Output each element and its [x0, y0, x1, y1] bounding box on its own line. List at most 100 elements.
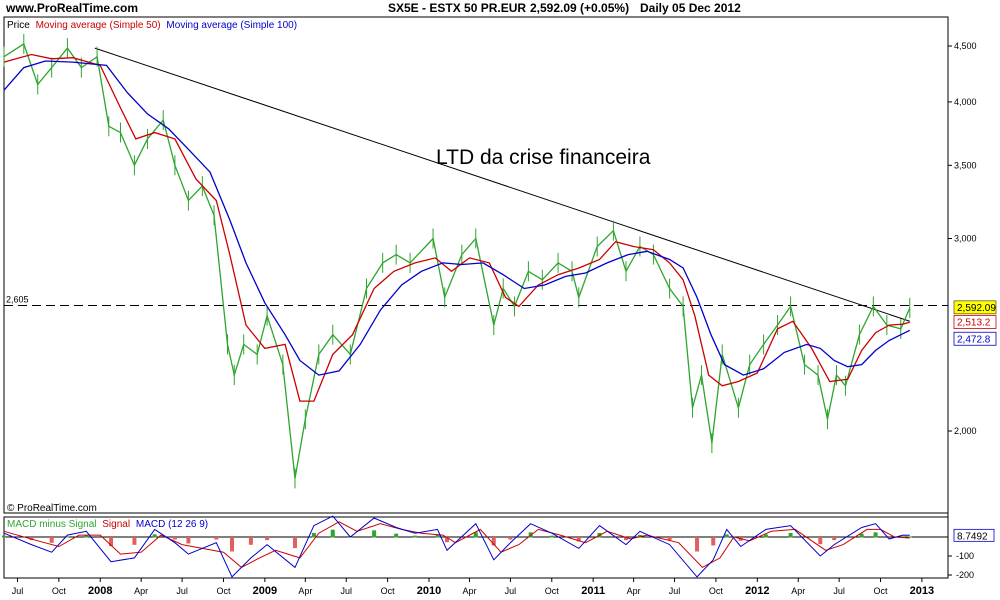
macd-hist-bar — [372, 530, 377, 538]
x-tick-label: 2008 — [88, 585, 112, 597]
x-tick-label: Apr — [791, 586, 805, 596]
macd-y-tick-label: -100 — [956, 551, 974, 561]
macd-y-tick-label: -200 — [956, 570, 974, 580]
price-panel-frame — [3, 16, 949, 514]
macd-hist-bar — [873, 532, 878, 538]
x-tick-label: Oct — [545, 586, 560, 596]
value-label: 2,592.09 — [957, 303, 996, 314]
macd-hist-bar — [887, 537, 892, 539]
macd-hist-bar — [788, 533, 793, 538]
x-tick-label: Oct — [216, 586, 231, 596]
macd-hist-bar — [109, 537, 114, 547]
y-tick-label: 3,000 — [954, 234, 977, 244]
macd-hist-bar — [832, 537, 837, 541]
macd-hist-bar — [473, 532, 478, 538]
x-tick-label: Apr — [627, 586, 641, 596]
macd-hist-bar — [84, 535, 89, 538]
macd-hist-bar — [330, 529, 335, 538]
macd-hist-bar — [214, 537, 219, 540]
ma-value-box — [953, 315, 997, 329]
macd-hist-bar — [818, 537, 823, 545]
macd-hist-bar — [859, 533, 864, 538]
macd-hist-bar — [435, 534, 440, 538]
macd-hist-bar — [49, 537, 54, 543]
macd-hist-bar — [907, 536, 912, 538]
macd-hist-bar — [2, 535, 6, 538]
macd-hist-bar — [695, 537, 700, 552]
macd-hist-bar — [508, 537, 513, 540]
macd-hist-bar — [394, 533, 399, 538]
macd-hist-bar — [65, 536, 70, 538]
price-legend: Price Moving average (Simple 50) Moving … — [7, 20, 297, 31]
macd-value-label: 8.7492 — [957, 531, 988, 542]
y-tick-label: 4,000 — [954, 97, 977, 107]
plot-layer: 4,500 4,000 3,500 3,000 2,000 Jul Oct 2008 Apr Ju… — [2, 33, 997, 597]
legend-macd: MACD (12 26 9) — [136, 519, 208, 530]
x-tick-label: Oct — [381, 586, 396, 596]
y-tick-label: 4,500 — [954, 41, 977, 51]
macd-hist-bar — [132, 537, 137, 545]
macd-hist-bar — [265, 537, 270, 541]
x-tick-label: Oct — [709, 586, 724, 596]
ma100-series — [3, 60, 911, 376]
site-label: www.ProRealTime.com — [5, 1, 138, 15]
watermark: © ProRealTime.com — [7, 503, 97, 514]
x-tick-label: Oct — [874, 586, 889, 596]
x-tick-label: Apr — [462, 586, 476, 596]
macd-hist-bar — [172, 537, 177, 540]
legend-ma50: Moving average (Simple 50) — [36, 20, 161, 31]
macd-legend: MACD minus Signal Signal MACD (12 26 9) — [7, 519, 208, 530]
value-label: 2,472.8 — [957, 334, 991, 345]
ma-value-box — [953, 331, 997, 346]
macd-hist-bar — [491, 537, 496, 546]
x-tick-label: 2012 — [745, 585, 769, 597]
legend-macd-hist: MACD minus Signal — [7, 519, 96, 530]
macd-hist-bar — [724, 534, 729, 538]
period-date-text: Daily 05 Dec 2012 — [640, 1, 741, 15]
macd-hist-bar — [413, 535, 418, 538]
y-tick-label: 3,500 — [954, 160, 977, 170]
x-tick-label: Jul — [669, 586, 681, 596]
macd-hist-bar — [311, 533, 316, 538]
x-tick-label: Jul — [12, 586, 24, 596]
macd-hist-bar — [292, 537, 297, 549]
last-change-text: 2,592.09 (+0.05%) — [530, 1, 629, 15]
hline-label: 2,605 — [6, 295, 29, 305]
x-tick-label: 2009 — [253, 585, 277, 597]
price-value-box — [953, 300, 997, 315]
x-tick-label: Jul — [340, 586, 352, 596]
macd-hist-bar — [444, 537, 449, 543]
macd-panel-frame — [3, 516, 949, 579]
macd-hist-bar — [230, 537, 235, 552]
legend-signal: Signal — [102, 519, 130, 530]
macd-hist-bar — [186, 537, 191, 544]
ma50-series — [3, 53, 910, 402]
value-label: 2,513.2 — [957, 318, 991, 329]
macd-hist-bar — [667, 537, 672, 541]
macd-hist-bar — [248, 537, 253, 545]
macd-value-box — [953, 528, 995, 542]
x-tick-label: Oct — [52, 586, 67, 596]
macd-hist-bar — [549, 535, 554, 538]
x-tick-label: Jul — [176, 586, 188, 596]
instrument-title: SX5E - ESTX 50 PR.EUR — [388, 1, 526, 15]
legend-price: Price — [7, 20, 30, 31]
macd-hist-bar — [576, 537, 581, 542]
macd-hist-bar — [763, 534, 768, 538]
x-tick-label: 2011 — [581, 585, 605, 597]
macd-hist-bar — [901, 536, 906, 538]
macd-series — [3, 515, 910, 578]
x-tick-label: 2013 — [910, 585, 934, 597]
macd-hist-bar — [152, 534, 157, 538]
x-tick-label: Apr — [298, 586, 312, 596]
legend-ma100: Moving average (Simple 100) — [166, 20, 297, 31]
x-tick-label: Jul — [505, 586, 517, 596]
ltd-annotation: LTD da crise financeira — [436, 146, 651, 169]
macd-hist-bar — [623, 537, 628, 541]
macd-hist-bar — [711, 537, 716, 546]
x-tick-label: 2010 — [417, 585, 441, 597]
trendline-ltd — [94, 47, 910, 322]
y-tick-label: 2,000 — [954, 426, 977, 436]
x-tick-label: Apr — [134, 586, 148, 596]
